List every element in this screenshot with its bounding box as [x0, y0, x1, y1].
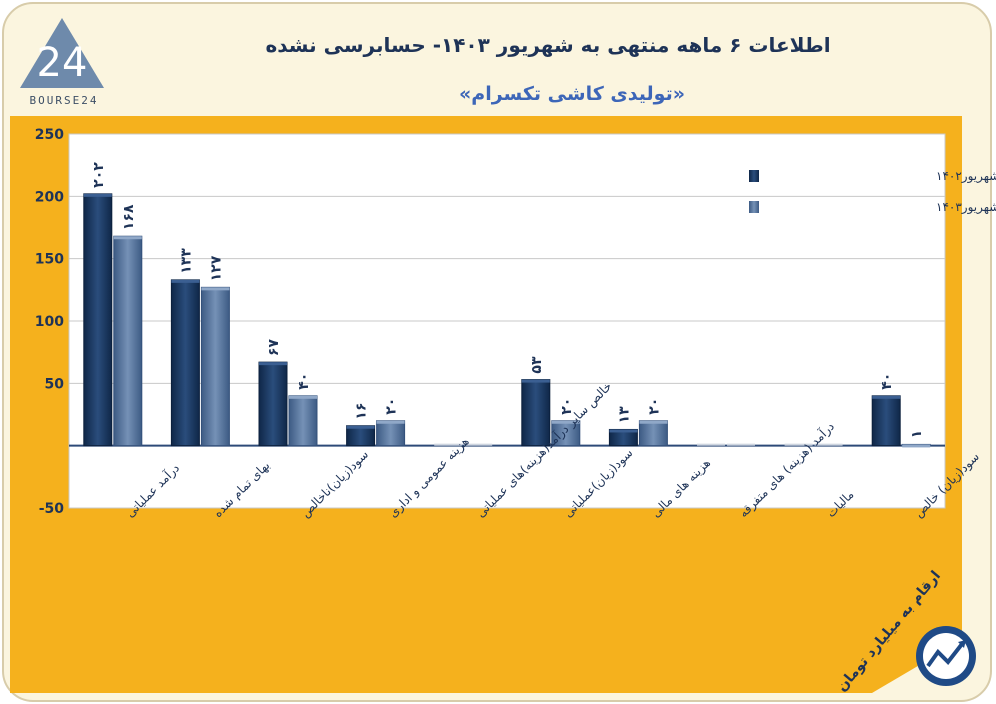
- legend-label-1403: عملکرد منتهی به شهریور۱۴۰۳: [936, 200, 996, 215]
- value-label: ۱: [909, 430, 925, 439]
- value-label: ۲۰: [384, 398, 400, 415]
- legend-swatch-1402: [749, 170, 759, 182]
- bar-cap: [346, 425, 375, 429]
- bourse24-logo-icon: 24 BOURSE24: [20, 18, 104, 107]
- bar-cap: [521, 379, 550, 383]
- bar-1402: [170, 279, 200, 447]
- bar-1403: [638, 420, 668, 447]
- bar-1402: [521, 379, 551, 447]
- bar-1403: [200, 286, 230, 447]
- bar-cap: [639, 420, 668, 424]
- legend: عملکرد منتهی به شهریور۱۴۰۲ عملکرد منتهی …: [749, 169, 996, 215]
- value-label: ۱۶۸: [121, 204, 137, 230]
- bar-1402: [784, 443, 813, 446]
- y-tick-label: 200: [35, 189, 64, 205]
- value-label: ۲۰۲: [91, 162, 107, 188]
- value-label: ۲۰: [646, 398, 662, 415]
- value-label: ۱۲۷: [208, 255, 224, 281]
- y-tick-label: -50: [39, 501, 65, 517]
- bar-1403: [464, 443, 493, 446]
- y-tick-label: 50: [45, 376, 65, 392]
- bar-cap: [872, 395, 901, 399]
- bar-cap: [259, 362, 287, 366]
- bar-1402: [434, 443, 463, 446]
- value-labels: ۲۰۲ ۱۶۸ ۱۳۳ ۱۲۷ ۶۷ ۴۰ ۱۶ ۲۰ ۵۳ ۲۰ ۱۳ ۲۰ ۴۰ ۱: [91, 162, 925, 439]
- value-label: ۱۳۳: [178, 248, 194, 274]
- bar-1402: [83, 193, 113, 447]
- bar-cap: [902, 444, 931, 448]
- page-subtitle: «تولیدی کاشی تکسرام»: [459, 83, 685, 105]
- y-tick-label: 100: [35, 314, 64, 330]
- value-label: ۲۰: [559, 398, 575, 415]
- bar-cap: [83, 193, 112, 197]
- legend-swatch-1403: [749, 201, 759, 213]
- bar-cap: [201, 287, 230, 291]
- value-label: ۱۳: [616, 406, 632, 424]
- bar-1403: [288, 395, 318, 447]
- bar-1402: [871, 395, 901, 447]
- legend-label-1402: عملکرد منتهی به شهریور۱۴۰۲: [936, 169, 996, 184]
- value-label: ۶۷: [266, 339, 282, 357]
- logo-number: 24: [37, 40, 88, 86]
- bars: [83, 193, 931, 448]
- bar-1403: [814, 443, 843, 446]
- bar-1403: [113, 235, 143, 447]
- value-label: ۴۰: [296, 373, 312, 390]
- bar-1403: [727, 443, 755, 446]
- bar-cap: [171, 279, 200, 283]
- y-axis-ticks: 250 200 150 100 50 -50: [35, 127, 64, 517]
- bar-1402: [697, 443, 725, 446]
- bar-cap: [113, 236, 142, 240]
- bar-cap: [376, 420, 405, 424]
- value-label: ۱۶: [354, 403, 370, 420]
- trend-arrow-icon: [916, 626, 976, 686]
- y-tick-label: 150: [35, 252, 64, 268]
- bar-cap: [609, 429, 638, 433]
- value-label: ۵۳: [529, 356, 545, 374]
- logo-text: BOURSE24: [30, 94, 99, 107]
- y-tick-label: 250: [35, 127, 64, 143]
- bar-1402: [258, 361, 288, 447]
- value-label: ۴۰: [879, 373, 895, 390]
- bar-cap: [551, 420, 580, 424]
- bar-1403: [376, 420, 406, 447]
- page-title: اطلاعات ۶ ماهه منتهی به شهریور ۱۴۰۳- حسا…: [265, 33, 830, 57]
- bar-cap: [289, 395, 317, 399]
